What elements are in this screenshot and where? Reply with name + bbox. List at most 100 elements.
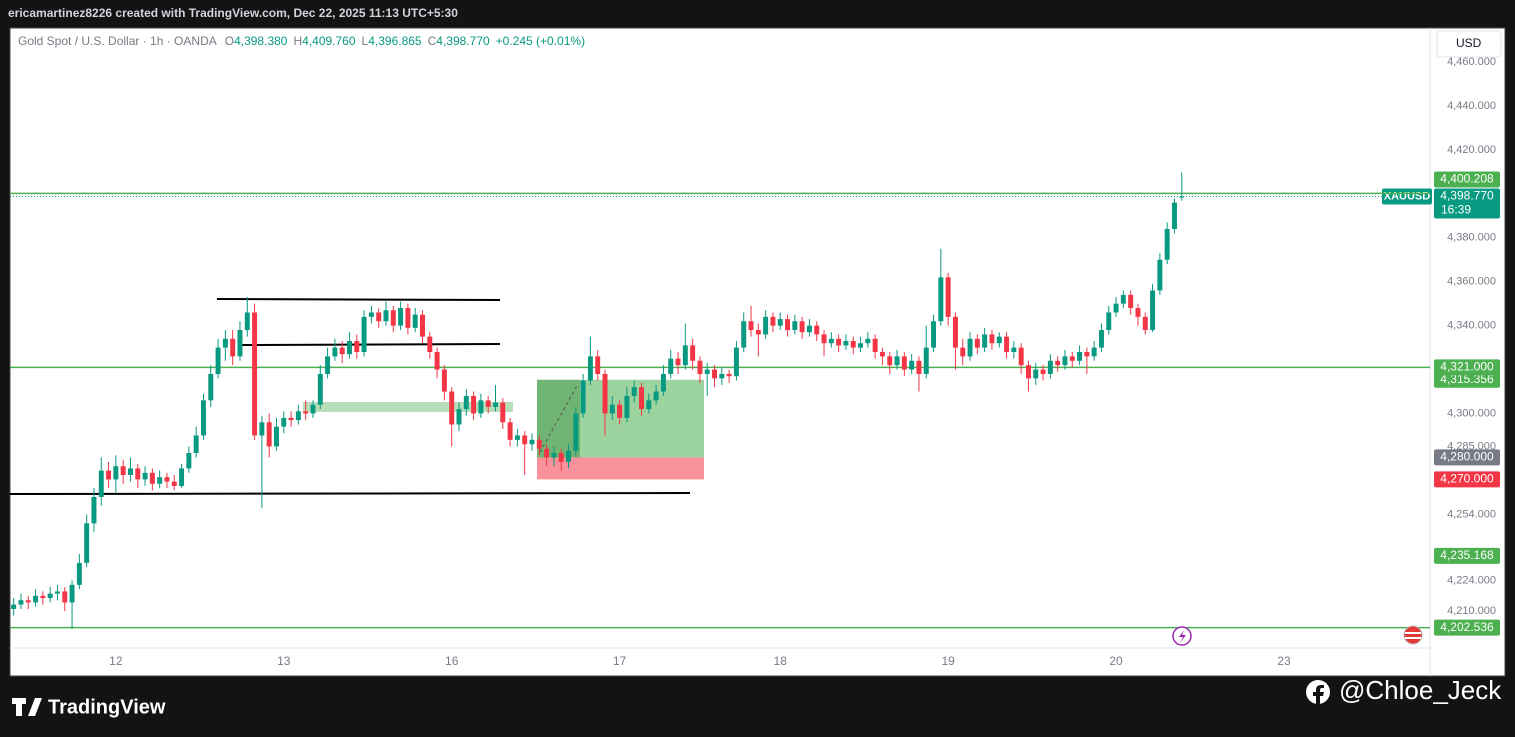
price-badge-label: 4,315.356 bbox=[1440, 372, 1494, 386]
flag-icon[interactable] bbox=[1403, 625, 1423, 645]
candle-body bbox=[792, 321, 798, 331]
candle-body bbox=[237, 330, 243, 357]
y-tick-label: 4,460.000 bbox=[1447, 56, 1496, 68]
candle-body bbox=[989, 334, 995, 344]
candle-body bbox=[1011, 347, 1017, 352]
candle-body bbox=[704, 369, 710, 374]
price-badge bbox=[1434, 371, 1500, 388]
candle-body bbox=[325, 356, 331, 374]
candle-body bbox=[434, 352, 440, 370]
candle-body bbox=[164, 477, 170, 482]
price-badge-label: 4,321.000 bbox=[1440, 360, 1494, 374]
candle-body bbox=[347, 341, 352, 355]
candle-body bbox=[952, 316, 958, 348]
candle-body bbox=[361, 316, 367, 352]
levels: XAUUSD 4,398.77016:394,400.2084,321.0004,… bbox=[10, 171, 1500, 636]
candle-body bbox=[580, 380, 586, 414]
price-badge bbox=[1434, 471, 1500, 488]
candle-body bbox=[463, 395, 469, 410]
countdown: 16:39 bbox=[1441, 203, 1471, 217]
candle-body bbox=[514, 435, 520, 440]
price-badge bbox=[1434, 547, 1500, 564]
price-badge bbox=[1434, 449, 1500, 466]
candle-body bbox=[33, 595, 39, 603]
candle-body bbox=[522, 435, 528, 445]
candle-body bbox=[295, 411, 301, 421]
candle-body bbox=[266, 422, 272, 447]
last-price-badge bbox=[1434, 188, 1500, 219]
x-tick-label: 20 bbox=[1109, 654, 1123, 668]
symbol-label: XAUUSD bbox=[1384, 190, 1431, 202]
candle-body bbox=[799, 321, 805, 333]
y-tick-label: 4,380.000 bbox=[1447, 232, 1496, 244]
candle-body bbox=[624, 395, 630, 418]
candle-body bbox=[741, 321, 747, 348]
candle-body bbox=[931, 321, 937, 348]
candles bbox=[11, 172, 1185, 629]
candle-body bbox=[1025, 365, 1031, 379]
candle-body bbox=[200, 400, 206, 436]
legend-key: H bbox=[293, 34, 302, 48]
candle-body bbox=[544, 448, 550, 458]
candle-body bbox=[558, 453, 564, 462]
loss-zone bbox=[537, 457, 704, 480]
candle-body bbox=[303, 411, 309, 414]
currency-button[interactable] bbox=[1436, 30, 1502, 58]
candle-body bbox=[1113, 303, 1119, 313]
legend-value: 4,396.865 bbox=[368, 34, 422, 48]
candle-body bbox=[960, 347, 966, 357]
candle-body bbox=[1055, 360, 1061, 366]
candle-body bbox=[617, 404, 623, 418]
candle-body bbox=[755, 330, 761, 335]
candle-body bbox=[712, 369, 718, 379]
candle-body bbox=[142, 472, 148, 480]
candle-body bbox=[719, 373, 725, 379]
candle-body bbox=[726, 373, 732, 377]
brand: TradingView bbox=[48, 696, 166, 718]
candle-body bbox=[368, 312, 374, 317]
x-tick-label: 12 bbox=[109, 654, 123, 668]
symbol-badge bbox=[1382, 188, 1432, 205]
candle-body bbox=[222, 338, 228, 348]
candle-body bbox=[390, 310, 396, 326]
brand-logo bbox=[12, 698, 42, 716]
candle-body bbox=[18, 600, 24, 605]
candle-body bbox=[69, 584, 75, 603]
chart-pane bbox=[9, 27, 1506, 677]
candle-body bbox=[54, 591, 60, 594]
candle-body bbox=[806, 325, 812, 333]
candle-body bbox=[127, 468, 133, 476]
candle-body bbox=[493, 402, 498, 407]
candle-body bbox=[135, 468, 141, 480]
candle-body bbox=[157, 477, 163, 484]
position-path bbox=[539, 383, 579, 453]
candle-body bbox=[872, 338, 878, 352]
candle-body bbox=[587, 356, 593, 381]
candle-body bbox=[1018, 347, 1024, 366]
candle-body bbox=[252, 312, 258, 436]
trend-line bbox=[9, 492, 691, 495]
candle-body bbox=[471, 395, 477, 414]
candle-body bbox=[879, 352, 885, 357]
candle-body bbox=[310, 404, 316, 414]
candle-body bbox=[1098, 330, 1104, 348]
candle-body bbox=[1171, 202, 1177, 229]
candle-body bbox=[996, 336, 1002, 344]
candle-body bbox=[208, 373, 214, 401]
candle-body bbox=[551, 453, 557, 458]
currency[interactable]: USD bbox=[1456, 36, 1482, 50]
candle-body bbox=[967, 338, 973, 357]
legend-change: +0.245 (+0.01%) bbox=[496, 34, 585, 48]
candle-body bbox=[405, 308, 411, 328]
candle-body bbox=[193, 435, 199, 454]
y-tick-label: 4,224.000 bbox=[1447, 574, 1496, 586]
candle-body bbox=[383, 310, 389, 322]
candle-body bbox=[427, 336, 433, 352]
candle-body bbox=[215, 347, 221, 374]
candle-body bbox=[639, 387, 644, 410]
axes: 4,460.000 4,440.000 4,420.000 4,380.000 4,36… bbox=[109, 56, 1496, 668]
zone bbox=[303, 402, 513, 412]
candle-body bbox=[938, 277, 944, 322]
candle-body bbox=[1047, 360, 1053, 374]
